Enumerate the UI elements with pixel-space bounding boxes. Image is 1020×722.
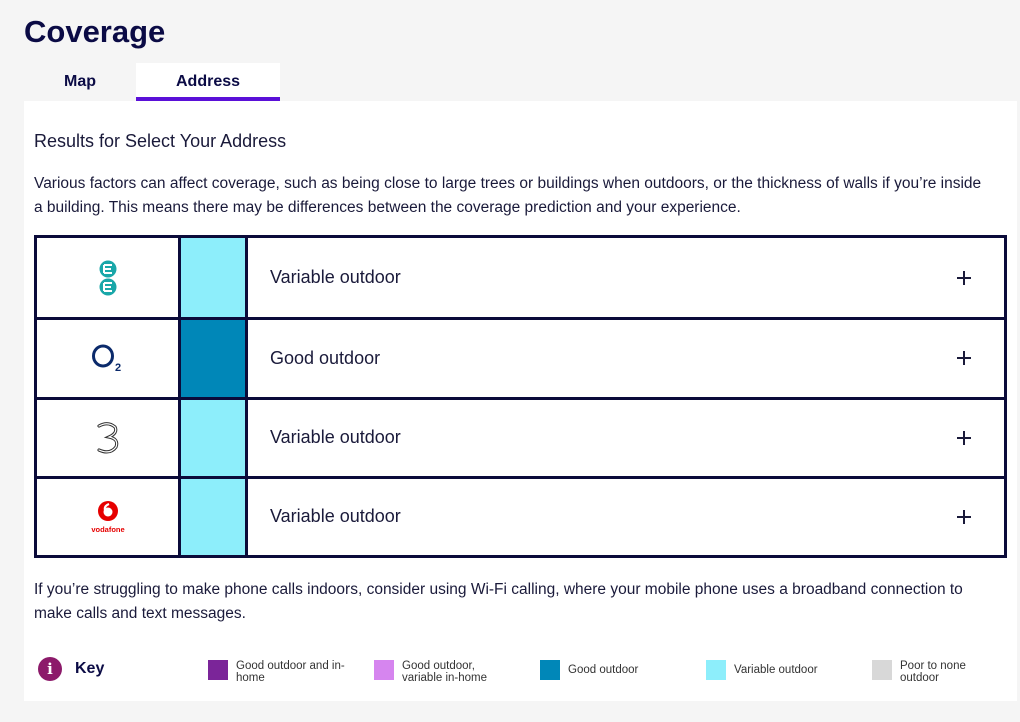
plus-icon [957,351,971,366]
results-title: Results for Select Your Address [34,131,287,151]
key-item-label: Good outdoor [568,664,639,676]
expand-button[interactable] [924,320,1004,397]
o2-logo-icon: 2 [37,320,181,397]
key-item: Poor to none outdoor [872,660,990,684]
coverage-row-ee[interactable]: Variable outdoor [37,238,1004,318]
key-swatch [706,660,726,680]
coverage-table: Variable outdoor 2 Good outdoor [34,235,1007,558]
key-item: Good outdoor and in-home [208,660,346,684]
coverage-swatch [181,238,248,318]
plus-icon [957,430,971,445]
tab-map[interactable]: Map [24,63,136,101]
info-icon: i [38,657,62,681]
key-item: Good outdoor [540,660,678,680]
key-swatch [540,660,560,680]
key-item: Good outdoor, variable in-home [374,660,512,684]
coverage-swatch [181,399,248,476]
expand-button[interactable] [924,399,1004,476]
plus-icon [957,270,971,285]
key-swatch [374,660,394,680]
coverage-key: i Key Good outdoor and in-home Good outd… [38,656,1013,688]
key-toggle[interactable]: i Key [38,657,104,681]
key-item-label: Variable outdoor [734,664,818,676]
ee-logo-icon [37,238,181,318]
key-item: Variable outdoor [706,660,844,680]
tab-address[interactable]: Address [136,63,280,101]
svg-text:2: 2 [115,362,121,373]
intro-text: Various factors can affect coverage, suc… [34,175,982,216]
three-logo-icon [37,399,181,476]
key-item-label: Good outdoor, variable in-home [402,660,488,684]
coverage-row-three[interactable]: Variable outdoor [37,396,1004,476]
expand-button[interactable] [924,238,1004,318]
page-title: Coverage [24,14,166,49]
coverage-swatch [181,478,248,555]
coverage-status: Variable outdoor [248,478,924,555]
key-swatch [208,660,228,680]
key-label: Key [75,660,105,677]
coverage-status: Variable outdoor [248,238,924,318]
coverage-row-vodafone[interactable]: vodafone Variable outdoor [37,475,1004,555]
plus-icon [957,509,971,524]
key-item-label: Good outdoor and in-home [236,660,345,684]
coverage-status: Good outdoor [248,320,924,397]
vodafone-logo-icon: vodafone [37,478,181,555]
results-panel: Results for Select Your Address Various … [24,101,1017,701]
expand-button[interactable] [924,478,1004,555]
key-swatch [872,660,892,680]
svg-text:vodafone: vodafone [91,525,124,534]
key-item-label: Poor to none outdoor [900,660,966,684]
tab-bar: Map Address [24,63,280,101]
coverage-swatch [181,320,248,397]
wifi-calling-tip: If you’re struggling to make phone calls… [34,581,963,622]
coverage-row-o2[interactable]: 2 Good outdoor [37,317,1004,397]
coverage-status: Variable outdoor [248,399,924,476]
